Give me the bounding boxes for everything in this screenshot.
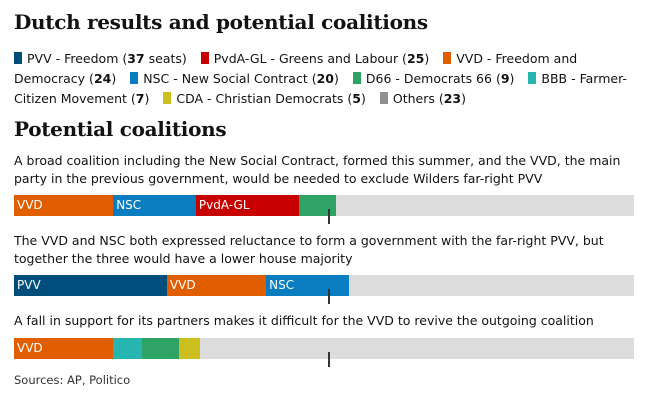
bar-segment-nsc: NSC bbox=[113, 195, 196, 216]
legend-label: PVV - Freedom ( bbox=[27, 51, 128, 66]
legend-swatch bbox=[200, 52, 209, 64]
bar-segment-vvd: VVD bbox=[14, 338, 114, 359]
legend-swatch bbox=[528, 72, 537, 84]
segment-label: VVD bbox=[169, 278, 196, 292]
legend-label: CDA - Christian Democrats ( bbox=[176, 91, 353, 106]
chart-title: Dutch results and potential coalitions bbox=[14, 10, 428, 34]
segment-label: VVD bbox=[17, 341, 43, 355]
legend-item-pvda-gl: PvdA-GL - Greens and Labour (25) bbox=[200, 51, 430, 66]
legend-swatch bbox=[379, 92, 388, 104]
section-title: Potential coalitions bbox=[14, 117, 227, 141]
legend-item-cda: CDA - Christian Democrats (5) bbox=[163, 91, 366, 106]
legend-swatch bbox=[352, 72, 361, 84]
legend-suffix: ) bbox=[424, 51, 430, 66]
bar-segment-pvv: PVV bbox=[14, 275, 167, 296]
legend-label: NSC - New Social Contract ( bbox=[143, 71, 317, 86]
bar-segment-d66 bbox=[299, 195, 337, 216]
legend-suffix: ) bbox=[509, 71, 515, 86]
legend: PVV - Freedom (37 seats) PvdA-GL - Green… bbox=[14, 49, 639, 109]
legend-seat-count: 7 bbox=[135, 91, 145, 106]
legend-item-d66: D66 - Democrats 66 (9) bbox=[352, 71, 515, 86]
legend-swatch bbox=[14, 52, 22, 64]
legend-swatch bbox=[163, 92, 172, 104]
legend-item-others: Others (23) bbox=[379, 91, 467, 106]
legend-label: BBB - Farmer-Citizen Movement ( bbox=[14, 71, 627, 106]
coalition-bar: VVD NSC PvdA-GL bbox=[14, 195, 634, 216]
legend-seat-count: 23 bbox=[443, 91, 462, 106]
coalition-description: The VVD and NSC both expressed reluctanc… bbox=[14, 233, 604, 266]
legend-seat-count: 9 bbox=[500, 71, 510, 86]
legend-seat-count: 24 bbox=[93, 71, 112, 86]
legend-label: VVD - Freedom and Democracy ( bbox=[14, 51, 578, 86]
legend-item-pvv: PVV - Freedom (37 seats) bbox=[14, 51, 187, 66]
legend-suffix: ) bbox=[361, 91, 366, 106]
segment-label: PvdA-GL bbox=[198, 198, 250, 212]
legend-label: Others ( bbox=[392, 91, 444, 106]
legend-seat-count: 25 bbox=[406, 51, 425, 66]
majority-line bbox=[328, 209, 330, 224]
bar-segment-vvd: VVD bbox=[14, 195, 114, 216]
bar-segment-cda bbox=[179, 338, 200, 359]
bar-segment-vvd: VVD bbox=[166, 275, 267, 296]
source-note: Sources: AP, Politico bbox=[14, 373, 131, 387]
legend-item-vvd: VVD - Freedom and Democracy (24) bbox=[14, 51, 577, 86]
segment-label: NSC bbox=[269, 278, 295, 292]
bar-segment-pvda-gl: PvdA-GL bbox=[195, 195, 300, 216]
legend-suffix: ) bbox=[111, 71, 117, 86]
segment-label: PVV bbox=[17, 278, 41, 292]
coalition-description: A fall in support for its partners makes… bbox=[14, 313, 594, 328]
legend-item-bbb: BBB - Farmer-Citizen Movement (7) bbox=[14, 71, 627, 106]
legend-item-nsc: NSC - New Social Contract (20) bbox=[130, 71, 339, 86]
segment-label: VVD bbox=[17, 198, 43, 212]
legend-swatch bbox=[443, 52, 452, 64]
legend-suffix: ) bbox=[461, 91, 467, 106]
legend-label: D66 - Democrats 66 ( bbox=[365, 71, 501, 86]
bar-segment-d66 bbox=[142, 338, 180, 359]
legend-swatch bbox=[130, 72, 139, 84]
legend-label: PvdA-GL - Greens and Labour ( bbox=[213, 51, 407, 66]
majority-line bbox=[328, 352, 330, 367]
bar-segment-bbb bbox=[113, 338, 143, 359]
legend-seat-count: 5 bbox=[352, 91, 361, 106]
bar-segment-nsc: NSC bbox=[266, 275, 349, 296]
legend-suffix: seats) bbox=[144, 51, 187, 66]
coalition-bar: PVV VVD NSC bbox=[14, 275, 634, 296]
segment-label: NSC bbox=[116, 198, 142, 212]
legend-seat-count: 37 bbox=[127, 51, 145, 66]
coalition-description: A broad coalition including the New Soci… bbox=[14, 153, 621, 186]
majority-line bbox=[328, 289, 330, 304]
legend-suffix: ) bbox=[334, 71, 339, 86]
legend-suffix: ) bbox=[144, 91, 150, 106]
legend-seat-count: 20 bbox=[316, 71, 334, 86]
coalition-bar: VVD bbox=[14, 338, 634, 359]
